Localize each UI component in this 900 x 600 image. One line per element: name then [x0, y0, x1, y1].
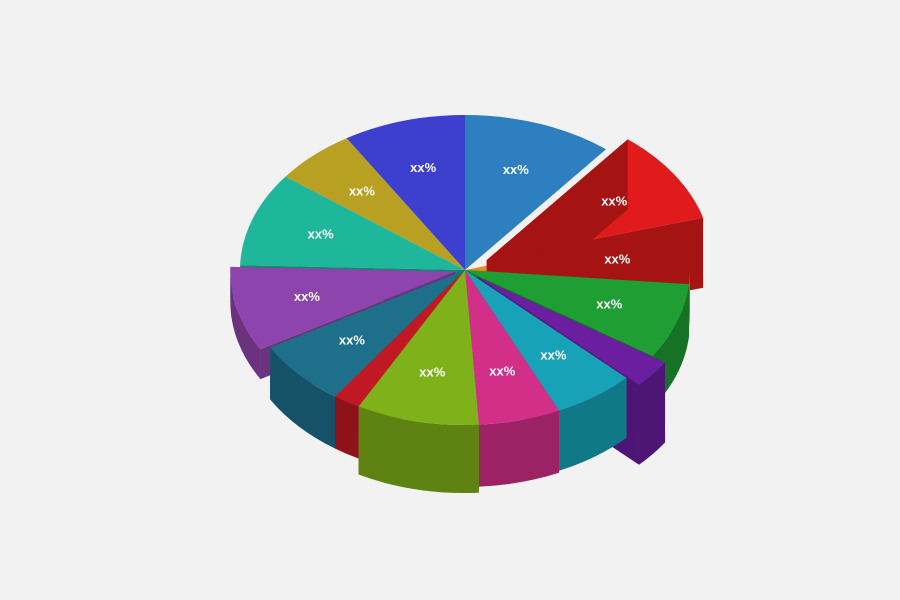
slice-label-s1: xx% — [601, 193, 627, 208]
slice-label-s6: xx% — [489, 364, 515, 379]
slice-label-s2: xx% — [604, 252, 630, 267]
slice-label-s3: xx% — [596, 296, 622, 311]
pie-3d-chart: xx% xx% xx% xx% xx% xx% xx% xx% xx% xx% xx% xx% — [0, 0, 900, 600]
slice-label-s10: xx% — [294, 289, 320, 304]
slice-wall-s8 — [335, 397, 359, 459]
slice-label-s13: xx% — [410, 160, 436, 175]
slice-label-s7: xx% — [419, 364, 445, 379]
slice-label-s12: xx% — [349, 184, 375, 199]
slice-label-s11: xx% — [308, 226, 334, 241]
pie-group: xx% xx% xx% xx% xx% xx% xx% xx% xx% xx% xx% xx% — [230, 115, 703, 493]
slice-label-s0: xx% — [503, 162, 529, 177]
slice-label-s9: xx% — [339, 332, 365, 347]
slice-label-s5: xx% — [540, 347, 566, 362]
